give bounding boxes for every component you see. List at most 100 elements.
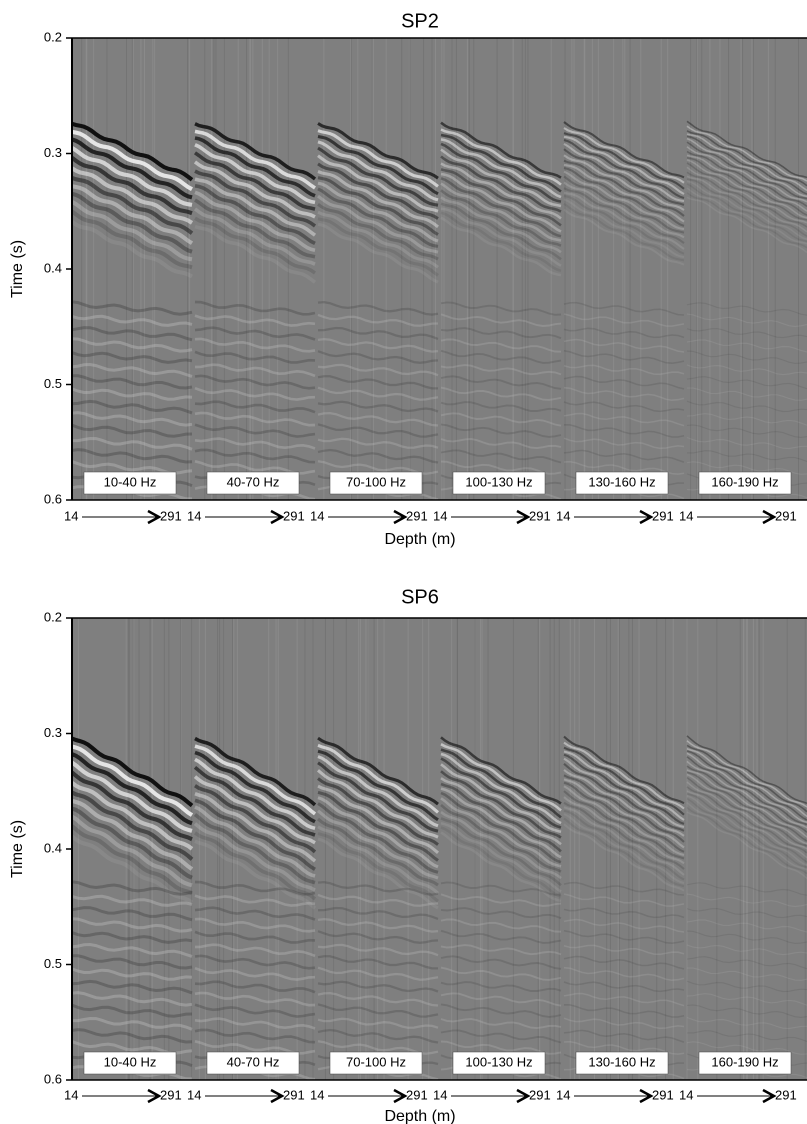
depth-start: 14 xyxy=(433,508,447,523)
noise-texture xyxy=(72,979,193,995)
noise-texture xyxy=(440,423,562,438)
reflection-texture xyxy=(72,814,193,888)
depth-end: 291 xyxy=(406,508,428,523)
noise-texture xyxy=(686,980,807,993)
reflection-texture xyxy=(317,796,439,869)
reflection-texture xyxy=(686,760,807,829)
noise-texture xyxy=(194,943,316,958)
reflection-texture xyxy=(72,781,194,851)
reflection-texture xyxy=(440,804,562,873)
noise-texture xyxy=(317,966,439,981)
band-label: 160-190 Hz xyxy=(711,1054,778,1069)
seismic-image xyxy=(72,38,807,500)
band-label: 130-160 Hz xyxy=(588,1054,655,1069)
reflection-texture xyxy=(440,787,562,859)
depth-end: 291 xyxy=(775,508,797,523)
reflection-texture xyxy=(72,752,193,826)
reflection-texture xyxy=(440,168,562,227)
noise-texture xyxy=(317,917,439,933)
reflection-texture xyxy=(72,806,193,880)
noise-texture xyxy=(440,375,562,390)
reflection-texture xyxy=(686,750,807,821)
noise-texture xyxy=(194,350,316,364)
reflection-texture xyxy=(686,765,807,833)
noise-texture xyxy=(563,907,685,919)
noise-texture xyxy=(563,992,685,1007)
reflection-texture xyxy=(440,138,562,199)
noise-texture xyxy=(686,328,807,339)
reflection-texture xyxy=(440,155,562,213)
reflection-texture xyxy=(194,198,316,259)
reflection-texture xyxy=(563,148,685,206)
noise-texture xyxy=(317,1017,439,1029)
noise-texture xyxy=(72,917,193,933)
noise-texture xyxy=(72,931,193,944)
depth-arrow-head xyxy=(762,509,777,525)
noise-texture xyxy=(440,1029,562,1044)
noise-texture xyxy=(563,338,685,353)
noise-texture xyxy=(686,364,807,376)
depth-start: 14 xyxy=(433,1087,447,1102)
noise-texture xyxy=(72,399,193,415)
reflection-texture xyxy=(686,786,807,854)
band-label-box xyxy=(452,471,546,495)
reflection-texture xyxy=(563,757,685,829)
noise-texture xyxy=(686,882,807,896)
noise-texture xyxy=(72,1003,193,1018)
noise-texture xyxy=(686,424,807,438)
reflection-texture xyxy=(193,822,316,892)
noise-texture xyxy=(563,893,685,907)
reflection-texture xyxy=(440,142,562,203)
reflection-texture xyxy=(72,200,193,262)
noise-texture xyxy=(72,436,193,451)
reflection-texture xyxy=(316,769,439,839)
reflection-texture xyxy=(72,770,193,842)
reflection-texture xyxy=(317,837,439,910)
reflection-texture xyxy=(686,178,807,237)
reflection-texture xyxy=(440,831,562,903)
reflection-texture xyxy=(193,151,316,211)
noise-texture xyxy=(686,350,807,364)
reflection-texture xyxy=(686,771,807,842)
reflection-texture xyxy=(72,220,193,279)
noise-texture xyxy=(687,967,807,981)
noise-texture xyxy=(317,991,439,1007)
noise-texture xyxy=(563,955,685,970)
reflection-texture xyxy=(440,797,562,868)
reflection-texture xyxy=(194,129,317,190)
noise-texture xyxy=(317,930,439,944)
reflection-texture xyxy=(317,825,440,895)
reflection-texture xyxy=(440,121,562,179)
noise-texture xyxy=(72,300,193,316)
reflection-texture xyxy=(686,776,807,847)
reflection-texture xyxy=(440,207,562,267)
reflection-texture xyxy=(72,121,194,182)
noise-texture xyxy=(194,917,316,933)
reflection-texture xyxy=(563,801,685,870)
noise-texture xyxy=(440,364,562,376)
reflection-texture xyxy=(686,180,807,240)
noise-texture xyxy=(440,907,562,920)
band-label: 40-70 Hz xyxy=(227,474,280,489)
depth-start: 14 xyxy=(187,508,201,523)
reflection-texture xyxy=(72,175,194,235)
depth-arrow-head xyxy=(393,1088,408,1104)
noise-texture xyxy=(686,302,807,316)
noise-texture xyxy=(563,364,685,376)
reflection-texture xyxy=(317,817,439,887)
noise-texture xyxy=(317,448,439,464)
reflection-texture xyxy=(72,760,193,833)
reflection-texture xyxy=(194,177,317,237)
noise-texture xyxy=(194,300,316,316)
band-label-box xyxy=(698,1051,792,1075)
noise-texture xyxy=(194,363,316,378)
noise-texture xyxy=(563,313,685,327)
reflection-texture xyxy=(563,159,685,217)
noise-texture xyxy=(686,944,807,956)
noise-texture xyxy=(317,326,439,340)
reflection-texture xyxy=(440,162,562,220)
y-axis-label: Time (s) xyxy=(9,820,26,878)
noise-texture xyxy=(563,412,685,427)
noise-texture xyxy=(194,374,316,390)
noise-texture xyxy=(194,880,316,896)
